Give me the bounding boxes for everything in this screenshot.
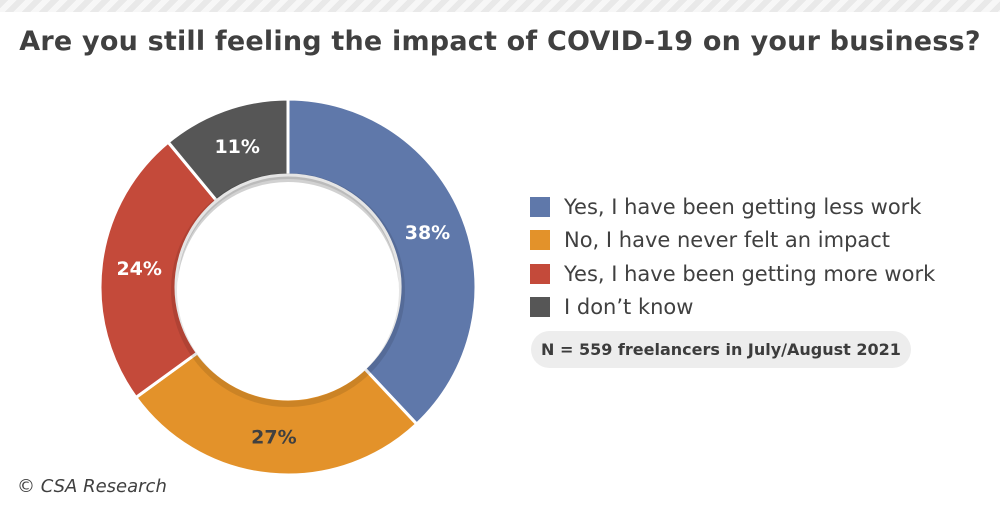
legend-label: No, I have never felt an impact xyxy=(564,228,891,253)
slice-label-less-work: 38% xyxy=(405,222,450,244)
legend-item-more-work: Yes, I have been getting more work xyxy=(530,257,935,291)
slice-more-work xyxy=(98,140,219,400)
sample-size-note: N = 559 freelancers in July/August 2021 xyxy=(531,331,911,368)
legend-label: Yes, I have been getting more work xyxy=(564,261,936,286)
legend: Yes, I have been getting less work No, I… xyxy=(530,190,935,324)
legend-item-dont-know: I don’t know xyxy=(530,291,935,325)
slice-label-more-work: 24% xyxy=(116,258,161,280)
slice-dont-know xyxy=(166,97,290,203)
legend-swatch xyxy=(530,196,550,217)
slice-no-impact xyxy=(133,350,419,477)
legend-label: I don’t know xyxy=(564,295,694,320)
slice-label-dont-know: 11% xyxy=(214,136,259,158)
slice-label-no-impact: 27% xyxy=(251,426,296,448)
chart-title: Are you still feeling the impact of COVI… xyxy=(19,26,981,57)
legend-swatch xyxy=(530,263,550,284)
legend-item-no-impact: No, I have never felt an impact xyxy=(530,224,935,258)
donut-inner-shade xyxy=(171,173,405,407)
legend-swatch xyxy=(530,297,550,318)
slice-less-work xyxy=(286,97,478,427)
copyright-credit: © CSA Research xyxy=(17,476,167,497)
legend-label: Yes, I have been getting less work xyxy=(564,194,922,219)
legend-item-less-work: Yes, I have been getting less work xyxy=(530,190,935,224)
top-stripe xyxy=(0,0,1000,12)
legend-swatch xyxy=(530,230,550,251)
donut-chart: 38% 27% 24% 11% xyxy=(98,97,478,477)
